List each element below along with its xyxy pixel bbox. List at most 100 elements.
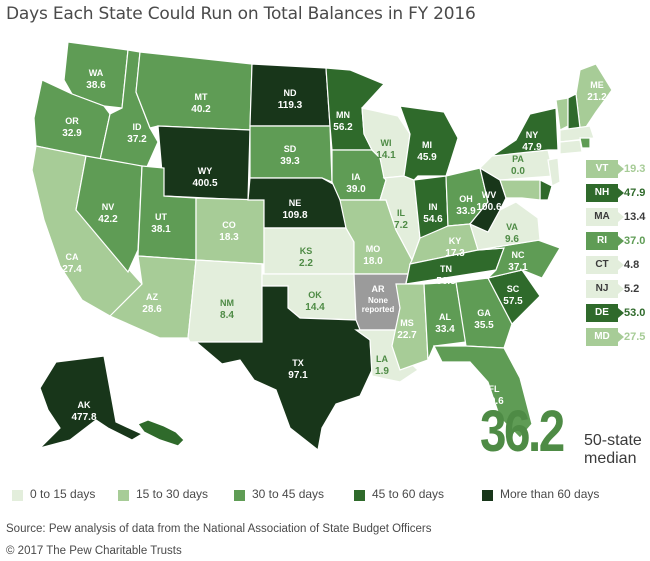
median-caption-line1: 50-state: [584, 432, 642, 449]
small-state-swatch-ct: CT: [586, 256, 624, 274]
state-value-wi: 14.1: [376, 150, 396, 161]
state-value-pa: 0.0: [511, 166, 525, 177]
state-sd: [249, 125, 333, 183]
state-ak: [37, 355, 144, 450]
small-state-abbr-nj: NJ: [595, 283, 609, 294]
state-abbr-ca: CA: [66, 252, 79, 262]
state-abbr-pa: PA: [512, 154, 524, 164]
small-state-row-md: MD 27.5: [586, 328, 646, 346]
state-abbr-ga: GA: [477, 308, 491, 318]
state-tx: [194, 285, 373, 452]
small-state-swatch-nh: NH: [586, 184, 624, 202]
state-value-tn: 56.5: [436, 276, 456, 287]
median-caption-line2: median: [584, 450, 637, 467]
state-abbr-sd: SD: [284, 144, 297, 154]
state-abbr-ak: AK: [78, 400, 91, 410]
state-value-wy: 400.5: [192, 178, 217, 189]
states-layer: [31, 41, 613, 452]
small-state-row-de: DE 53.0: [586, 304, 646, 322]
small-state-abbr-ma: MA: [594, 211, 610, 222]
state-md: [499, 179, 541, 201]
state-fl: [433, 345, 533, 439]
state-abbr-wy: WY: [198, 166, 213, 176]
legend-swatch: [354, 490, 365, 501]
state-abbr-ut: UT: [155, 212, 167, 222]
state-value-co: 18.3: [219, 232, 239, 243]
legend-swatch: [482, 490, 493, 501]
state-abbr-il: IL: [397, 208, 406, 218]
map-title: Days Each State Could Run on Total Balan…: [6, 4, 476, 24]
median-value: 36.2: [480, 399, 565, 464]
small-state-row-vt: VT 19.3: [586, 160, 646, 178]
legend-swatch: [118, 490, 129, 501]
state-abbr-hi: HI: [166, 448, 175, 458]
state-value-va: 9.6: [505, 234, 519, 245]
state-abbr-id: ID: [133, 122, 143, 132]
state-abbr-nc: NC: [512, 250, 525, 260]
state-value-ak: 477.8: [71, 412, 96, 423]
state-abbr-az: AZ: [146, 292, 158, 302]
state-ga: [455, 277, 513, 349]
state-value-ga: 35.5: [474, 320, 494, 331]
small-state-swatch-ma: MA: [586, 208, 624, 226]
small-state-swatch-de: DE: [586, 304, 624, 322]
state-abbr-ok: OK: [308, 290, 322, 300]
state-value-ar-line2: reported: [362, 305, 395, 314]
state-value-mn: 56.2: [333, 122, 353, 133]
small-state-value-ma: 13.4: [624, 211, 646, 223]
legend-label: 30 to 45 days: [252, 487, 325, 501]
state-value-sd: 39.3: [280, 156, 300, 167]
state-value-ca: 27.4: [62, 264, 82, 275]
small-state-row-ct: CT 4.8: [586, 256, 646, 274]
state-abbr-nd: ND: [284, 88, 297, 98]
state-value-nv: 42.2: [98, 214, 118, 225]
state-value-ky: 17.3: [445, 248, 465, 259]
state-abbr-ny: NY: [526, 130, 539, 140]
small-state-value-nj: 5.2: [624, 283, 640, 295]
legend-label: 15 to 30 days: [136, 487, 209, 501]
state-value-mt: 40.2: [191, 104, 211, 115]
legend-label: 45 to 60 days: [372, 487, 445, 501]
state-co: [195, 197, 265, 265]
state-abbr-nv: NV: [102, 202, 115, 212]
state-abbr-ks: KS: [300, 246, 313, 256]
state-abbr-co: CO: [222, 220, 236, 230]
small-state-value-de: 53.0: [624, 307, 646, 319]
state-value-ut: 38.1: [151, 224, 171, 235]
small-state-abbr-vt: VT: [595, 163, 609, 174]
state-abbr-wv: WV: [482, 190, 497, 200]
legend-label: 0 to 15 days: [30, 487, 96, 501]
state-labels-layer: WA 38.6 OR 32.9 CA 27.4 ID 37.2 NV 42.2 MT 40.2 WY 40…: [62, 68, 607, 471]
state-hi: [137, 419, 185, 447]
state-value-nm: 8.4: [220, 310, 234, 321]
legend-swatch: [234, 490, 245, 501]
legend: 0 to 15 days 15 to 30 days 30 to 45 days 45…: [12, 487, 642, 505]
state-value-oh: 33.9: [456, 206, 476, 217]
legend-swatch: [12, 490, 23, 501]
state-value-nd: 119.3: [278, 100, 303, 111]
state-value-ia: 39.0: [346, 184, 366, 195]
state-value-ok: 14.4: [305, 302, 325, 313]
state-value-sc: 57.5: [503, 296, 523, 307]
state-value-tx: 97.1: [288, 370, 308, 381]
state-nc: [477, 239, 561, 280]
state-value-la: 1.9: [375, 366, 389, 377]
small-state-abbr-ct: CT: [595, 259, 609, 270]
state-vt: [555, 97, 569, 131]
state-value-mo: 18.0: [363, 256, 383, 267]
small-state-row-ri: RI 37.0: [586, 232, 646, 250]
state-value-fl: 40.6: [484, 396, 504, 407]
small-state-row-ma: MA 13.4: [586, 208, 646, 226]
state-value-ks: 2.2: [299, 258, 313, 269]
state-de: [539, 179, 553, 201]
small-state-swatch-vt: VT: [586, 160, 624, 178]
state-nj: [547, 157, 561, 187]
state-abbr-in: IN: [429, 202, 438, 212]
state-abbr-al: AL: [439, 312, 451, 322]
small-state-value-nh: 47.9: [624, 187, 646, 199]
state-mi: [399, 105, 459, 181]
state-abbr-ar: AR: [372, 284, 385, 294]
state-al: [423, 281, 467, 361]
state-value-ny: 47.9: [522, 142, 542, 153]
state-abbr-va: VA: [506, 222, 518, 232]
